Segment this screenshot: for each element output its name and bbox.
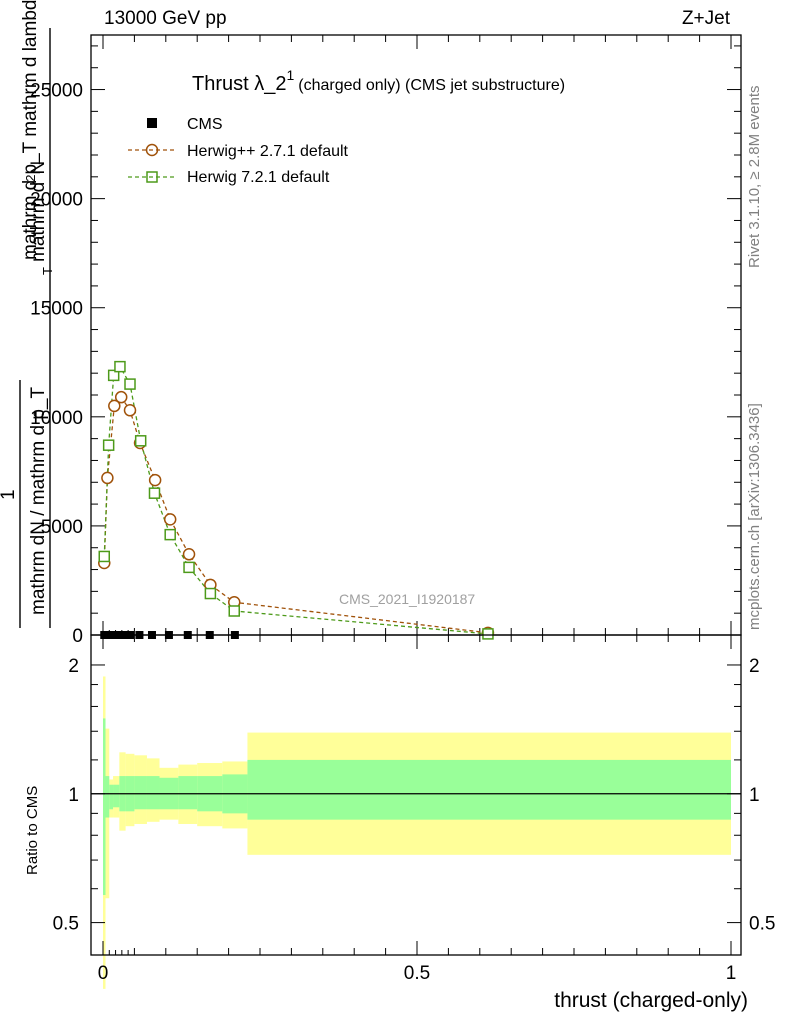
ratio-plot-frame: [90, 634, 742, 956]
x-tick-label: 0: [98, 963, 109, 984]
herwig-7-point: [164, 528, 176, 541]
main-y-tick-label: 0: [72, 626, 83, 647]
y-label-denominator: mathrm d p_T mathrm d lambda: [20, 0, 41, 260]
main-y-tick-label: 25000: [30, 81, 83, 102]
herwig-pp-point: [123, 404, 137, 417]
herwig-7-point: [107, 369, 120, 382]
herwig-7-point: [228, 605, 241, 617]
legend-marker-herwig-pp: [145, 143, 159, 157]
main-y-tick-label: 15000: [30, 299, 83, 320]
herwig-pp-point: [163, 513, 177, 526]
legend-label-cms: CMS: [187, 116, 223, 133]
ratio-band-inner-12: [247, 759, 731, 820]
main-title: Thrust λ_21(charged only) (CMS jet subst…: [192, 67, 565, 95]
main-y-axis-label: mathrm d2N mathrm dN / mathrm d p_T 1 ma…: [0, 0, 55, 628]
main-title-rest: (charged only) (CMS jet substructure): [298, 77, 565, 94]
herwig-7-point: [102, 439, 115, 451]
analysis-watermark: CMS_2021_I1920187: [339, 591, 475, 607]
ratio-band-inner-1: [105, 776, 110, 818]
herwig-pp-point: [101, 471, 114, 485]
ratio-y-tick-label: 2: [68, 656, 79, 677]
main-title-main: Thrust λ_2: [192, 73, 286, 95]
legend-marker-herwig-7: [146, 171, 158, 183]
ratio-band-inner-6: [134, 776, 147, 810]
y-label-subscript: T: [40, 267, 55, 275]
ratio-band-inner-2: [109, 784, 114, 810]
ratio-y-axis-label: Ratio to CMS: [24, 786, 41, 875]
ratio-y-tick-label: 1: [68, 785, 79, 806]
ratio-y-tick-label-right: 1: [749, 785, 760, 806]
legend-marker-cms: [147, 118, 157, 128]
y-label-left-denominator: mathrm dN / mathrm d p_T: [28, 387, 49, 615]
herwig-pp-point: [148, 473, 162, 487]
main-y-tick-label: 5000: [41, 517, 83, 538]
herwig-7-point: [134, 435, 147, 447]
ratio-band-inner-9: [178, 776, 198, 810]
main-y-tick-label: 10000: [30, 408, 83, 429]
x-tick-label: 0.5: [404, 963, 430, 984]
herwig-pp-point: [114, 390, 128, 404]
channel-label: Z+Jet: [681, 8, 730, 29]
legend: CMS Herwig++ 2.7.1 default Herwig 7.2.1 …: [128, 116, 349, 186]
x-tick-label: 1: [726, 963, 737, 984]
x-axis-label: thrust (charged-only): [554, 989, 748, 1012]
ratio-plot-area: 0 0.5 1 0.5 0.5 1 1 2 2: [53, 634, 775, 989]
legend-item-herwig-7: Herwig 7.2.1 default: [128, 169, 330, 186]
main-plot-area: 0 5000 10000 15000 20000 25000: [30, 34, 742, 647]
ratio-y-tick-label-right: 0.5: [749, 914, 775, 935]
process-label: 13000 GeV pp: [104, 8, 227, 29]
herwig-7-point: [114, 360, 126, 373]
ratio-band-inner-7: [146, 776, 160, 810]
legend-item-herwig-pp: Herwig++ 2.7.1 default: [128, 143, 349, 160]
herwig-7-point: [183, 561, 195, 574]
y-label-left-numerator: 1: [0, 489, 19, 500]
main-y-tick-label: 20000: [30, 190, 83, 211]
main-title-sup: 1: [286, 67, 294, 83]
ratio-band-inner-0: [103, 718, 106, 896]
legend-item-cms: CMS: [147, 116, 223, 133]
herwig-pp-point: [108, 399, 121, 413]
herwig-7-point: [124, 378, 136, 390]
ratio-band-inner-3: [113, 784, 120, 808]
y-label-numerator: mathrm d2N: [23, 161, 49, 262]
herwig-pp-line: [103, 396, 489, 634]
ratio-y-tick-label: 0.5: [53, 914, 79, 935]
herwig-7-point: [98, 550, 111, 563]
herwig-pp-point: [182, 548, 196, 561]
legend-label-herwig-pp: Herwig++ 2.7.1 default: [187, 143, 349, 160]
legend-label-herwig-7: Herwig 7.2.1 default: [187, 169, 330, 186]
ratio-y-tick-label-right: 2: [749, 656, 760, 677]
herwig-7-point: [148, 487, 161, 499]
herwig-7-point: [482, 628, 494, 640]
herwig-7-point: [204, 587, 217, 600]
